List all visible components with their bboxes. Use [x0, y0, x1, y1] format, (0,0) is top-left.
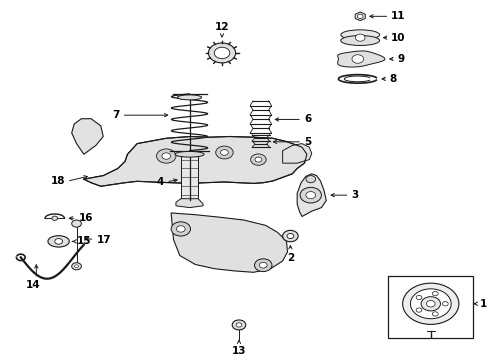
Circle shape — [416, 308, 422, 312]
Circle shape — [283, 230, 298, 242]
Polygon shape — [176, 199, 203, 208]
Circle shape — [357, 14, 363, 18]
Circle shape — [442, 302, 448, 306]
Polygon shape — [355, 12, 365, 21]
Ellipse shape — [175, 152, 204, 157]
Circle shape — [208, 43, 236, 63]
Circle shape — [220, 150, 228, 155]
Polygon shape — [283, 144, 312, 163]
Circle shape — [255, 157, 262, 162]
Circle shape — [72, 263, 81, 270]
Ellipse shape — [341, 30, 380, 40]
Circle shape — [426, 301, 435, 307]
Bar — [389, 276, 473, 338]
Circle shape — [55, 239, 63, 244]
Polygon shape — [171, 213, 288, 272]
Circle shape — [250, 154, 266, 165]
Text: 3: 3 — [351, 190, 359, 200]
Circle shape — [416, 295, 422, 300]
Circle shape — [162, 153, 171, 159]
Circle shape — [355, 34, 365, 41]
Text: 6: 6 — [304, 114, 311, 125]
Polygon shape — [84, 136, 307, 186]
Circle shape — [259, 262, 267, 268]
Circle shape — [300, 187, 321, 203]
Circle shape — [176, 226, 185, 232]
Circle shape — [403, 283, 459, 324]
Text: 11: 11 — [391, 11, 406, 21]
Circle shape — [216, 146, 233, 159]
Text: 12: 12 — [215, 22, 229, 32]
Polygon shape — [72, 119, 103, 154]
Circle shape — [171, 222, 191, 236]
Text: 2: 2 — [287, 253, 294, 263]
Circle shape — [306, 176, 316, 183]
Text: 15: 15 — [77, 237, 92, 246]
Polygon shape — [297, 174, 326, 216]
Text: 9: 9 — [397, 54, 405, 64]
Circle shape — [421, 297, 441, 311]
Text: 18: 18 — [50, 176, 65, 186]
Text: 17: 17 — [97, 235, 111, 244]
Circle shape — [411, 289, 451, 319]
Text: 4: 4 — [157, 177, 164, 187]
Polygon shape — [338, 51, 385, 67]
Circle shape — [306, 192, 316, 199]
Circle shape — [52, 216, 58, 220]
Circle shape — [432, 312, 438, 316]
Text: 13: 13 — [232, 346, 246, 356]
Circle shape — [287, 234, 294, 239]
Circle shape — [74, 265, 78, 268]
Circle shape — [254, 259, 272, 271]
Circle shape — [72, 220, 81, 227]
Circle shape — [157, 149, 176, 163]
Text: 14: 14 — [25, 280, 40, 291]
Ellipse shape — [48, 236, 69, 247]
Circle shape — [214, 47, 230, 59]
Circle shape — [232, 320, 246, 330]
Circle shape — [432, 292, 438, 296]
Ellipse shape — [341, 36, 380, 45]
Ellipse shape — [177, 95, 202, 100]
Circle shape — [236, 323, 242, 327]
Text: 8: 8 — [390, 74, 397, 84]
Circle shape — [352, 55, 364, 63]
Bar — [181, 156, 198, 199]
Text: 7: 7 — [112, 110, 120, 120]
Text: 10: 10 — [391, 33, 406, 42]
Text: 1: 1 — [480, 299, 487, 309]
Text: 16: 16 — [78, 213, 93, 223]
Text: 5: 5 — [304, 137, 311, 147]
